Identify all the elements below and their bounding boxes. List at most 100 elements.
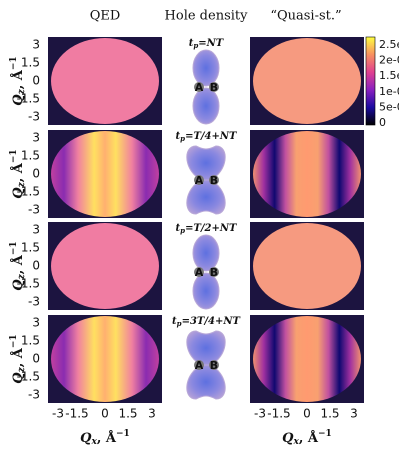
axis-symbol: Q	[11, 279, 26, 291]
density-lobe	[186, 145, 226, 181]
column-header: “Quasi-st.”	[270, 9, 341, 24]
disk	[51, 223, 159, 309]
time-sub: p	[193, 41, 198, 50]
disk	[51, 131, 159, 217]
axis-sub: z	[17, 366, 27, 373]
time-label: tp=T/2+NT	[176, 223, 238, 236]
time-symbol: t	[176, 131, 181, 142]
axis-label: Qz, Å−1	[9, 334, 27, 383]
y-tick-label: -1.5	[17, 277, 40, 291]
atom-marker	[209, 82, 219, 92]
y-tick-label: 0	[32, 74, 40, 88]
axis-unit: , Å	[10, 347, 26, 367]
y-tick-label: 1.5	[21, 241, 40, 255]
disk	[253, 223, 361, 309]
axis-symbol: Q	[282, 431, 294, 446]
time-label: tp=NT	[189, 38, 225, 51]
axis-sub: x	[91, 437, 98, 447]
y-tick-label: -1.5	[17, 370, 40, 384]
time-label: tp=T/4+NT	[176, 131, 238, 144]
disk	[51, 38, 159, 124]
column-header: Hole density	[165, 9, 249, 24]
y-tick-label: 3	[32, 223, 40, 237]
time-symbol: t	[189, 38, 194, 49]
colorbar-tick-label: 2.5e-07	[379, 38, 399, 51]
disk	[253, 316, 361, 402]
time-eq: =NT	[198, 38, 225, 49]
atom-label: B	[210, 81, 218, 94]
axis-unit: , Å	[10, 162, 26, 182]
axis-sub: z	[17, 273, 27, 280]
colorbar-tick-label: 2e-07	[379, 54, 399, 67]
axis-label: Qz, Å−1	[9, 149, 27, 198]
y-tick-label: 1.5	[21, 334, 40, 348]
y-tick-label: 1.5	[21, 149, 40, 163]
axis-symbol: Q	[11, 94, 26, 106]
colorbar-tick-label: 1.5e-07	[379, 69, 399, 82]
disk	[51, 316, 159, 402]
x-tick-label: 0	[101, 407, 109, 421]
y-tick-label: 0	[32, 167, 40, 181]
axis-sup: −1	[9, 241, 19, 255]
y-tick-label: 0	[32, 352, 40, 366]
atom-label: A	[195, 266, 204, 279]
axis-symbol: Q	[80, 431, 92, 446]
y-tick-label: -1.5	[17, 92, 40, 106]
y-tick-label: -3	[28, 388, 40, 402]
axis-sup: −1	[116, 429, 130, 439]
x-tick-label: -3	[254, 407, 266, 421]
y-tick-label: -3	[28, 203, 40, 217]
x-tick-label: -1.5	[65, 407, 88, 421]
axis-symbol: Q	[11, 187, 26, 199]
x-tick-label: 1.5	[320, 407, 339, 421]
time-sub: p	[180, 134, 185, 143]
disk	[253, 131, 361, 217]
atom-label: B	[210, 174, 218, 187]
density-lobe	[192, 272, 220, 310]
time-eq: =T/2+NT	[185, 223, 238, 234]
density-lobe	[186, 330, 226, 366]
density-lobe	[186, 364, 226, 400]
y-tick-label: 3	[32, 131, 40, 145]
atom-marker	[194, 360, 204, 370]
time-symbol: t	[176, 223, 181, 234]
x-tick-label: 1.5	[118, 407, 137, 421]
density-lobe	[192, 87, 220, 125]
axis-unit: , Å	[97, 430, 117, 446]
time-sub: p	[180, 226, 185, 235]
axis-unit: , Å	[10, 69, 26, 89]
atom-label: A	[195, 359, 204, 372]
x-tick-label: -1.5	[267, 407, 290, 421]
axis-label: Qx, Å−1	[282, 429, 332, 447]
colorbar-tick-label: 1e-07	[379, 85, 399, 98]
colorbar-tick-label: 5e-08	[379, 100, 399, 113]
time-sub: p	[177, 319, 182, 328]
atom-label: A	[195, 81, 204, 94]
atom-marker	[194, 175, 204, 185]
y-tick-label: -3	[28, 295, 40, 309]
axis-label: Qz, Å−1	[9, 56, 27, 105]
atom-marker	[209, 360, 219, 370]
atom-marker	[209, 267, 219, 277]
y-tick-label: -3	[28, 110, 40, 124]
time-eq: =T/4+NT	[185, 131, 238, 142]
colorbar-tick-label: 0	[379, 116, 386, 129]
x-tick-label: -3	[52, 407, 64, 421]
y-tick-label: -1.5	[17, 185, 40, 199]
axis-symbol: Q	[11, 372, 26, 384]
atom-marker	[194, 267, 204, 277]
y-tick-label: 1.5	[21, 56, 40, 70]
x-tick-label: 3	[350, 407, 358, 421]
time-label: tp=3T/4+NT	[172, 316, 241, 329]
density-lobe	[192, 234, 220, 272]
x-tick-label: 3	[148, 407, 156, 421]
atom-label: B	[210, 266, 218, 279]
y-tick-label: 3	[32, 38, 40, 52]
axis-unit: , Å	[10, 254, 26, 274]
axis-sub: z	[17, 181, 27, 188]
disk	[253, 38, 361, 124]
axis-label: Qx, Å−1	[80, 429, 130, 447]
colorbar	[365, 36, 376, 126]
x-tick-label: 0	[303, 407, 311, 421]
